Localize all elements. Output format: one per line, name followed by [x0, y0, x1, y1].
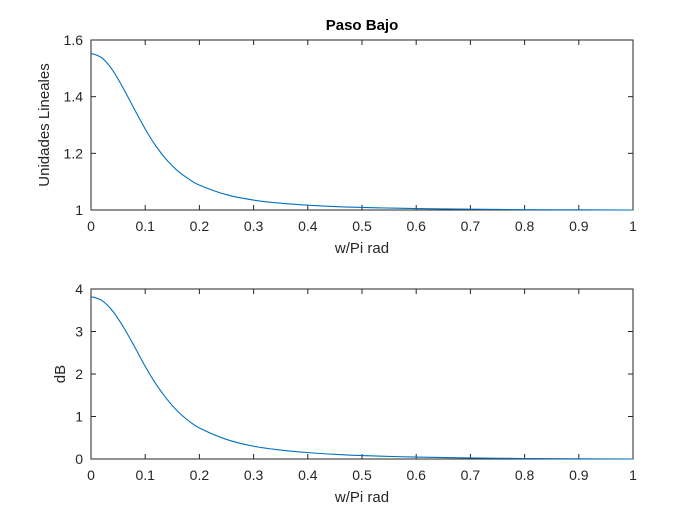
x-axis-label: w/Pi rad [334, 489, 389, 506]
axes-box [90, 288, 634, 460]
y-tick-label: 1.4 [64, 89, 84, 105]
x-tick-label: 0.8 [515, 467, 535, 483]
plot-linear: 0 0.1 0.2 0.3 0.4 0.5 0.6 0.7 0.8 0.9 1 1 1.2 1.4 1.6 w… [36, 17, 637, 257]
y-tick-label: 0 [75, 451, 83, 467]
x-tick-label: 0.6 [406, 467, 426, 483]
y-tick-label: 1 [75, 409, 83, 425]
chart-title: Paso Bajo [326, 17, 399, 34]
y-tick-label: 1.2 [64, 145, 84, 161]
x-tick-label: 0.3 [244, 218, 264, 234]
y-axis-label: Unidades Lineales [36, 63, 53, 186]
x-axis-label: w/Pi rad [334, 240, 389, 257]
x-tick-label: 1 [629, 467, 637, 483]
x-tick-label: 0.5 [352, 218, 372, 234]
plot-db: 0 0.1 0.2 0.3 0.4 0.5 0.6 0.7 0.8 0.9 1 0 1 2 3 4 w/Pi r… [52, 281, 637, 506]
series-line [90, 52, 634, 211]
y-tick-label: 1.6 [64, 32, 84, 48]
x-tick-label: 0.7 [461, 467, 481, 483]
x-tick-label: 0.1 [135, 467, 155, 483]
series-line [90, 296, 634, 460]
y-tick-label: 3 [75, 324, 83, 340]
x-tick-label: 0.9 [569, 467, 589, 483]
x-tick-label: 0.5 [352, 467, 372, 483]
x-tick-label: 0.4 [298, 218, 318, 234]
y-tick-label: 2 [75, 366, 83, 382]
x-tick-label: 0.3 [244, 467, 264, 483]
x-tick-label: 0.2 [190, 218, 210, 234]
x-tick-label: 1 [629, 218, 637, 234]
x-tick-label: 0 [87, 467, 95, 483]
x-tick-label: 0.8 [515, 218, 535, 234]
y-tick-label: 1 [75, 202, 83, 218]
x-tick-label: 0.1 [135, 218, 155, 234]
x-tick-label: 0.9 [569, 218, 589, 234]
y-tick-label: 4 [75, 281, 83, 297]
axes-box [90, 39, 634, 211]
x-tick-label: 0.6 [406, 218, 426, 234]
x-tick-label: 0 [87, 218, 95, 234]
x-tick-label: 0.2 [190, 467, 210, 483]
x-tick-label: 0.7 [461, 218, 481, 234]
x-tick-label: 0.4 [298, 467, 318, 483]
y-axis-label: dB [52, 365, 69, 383]
